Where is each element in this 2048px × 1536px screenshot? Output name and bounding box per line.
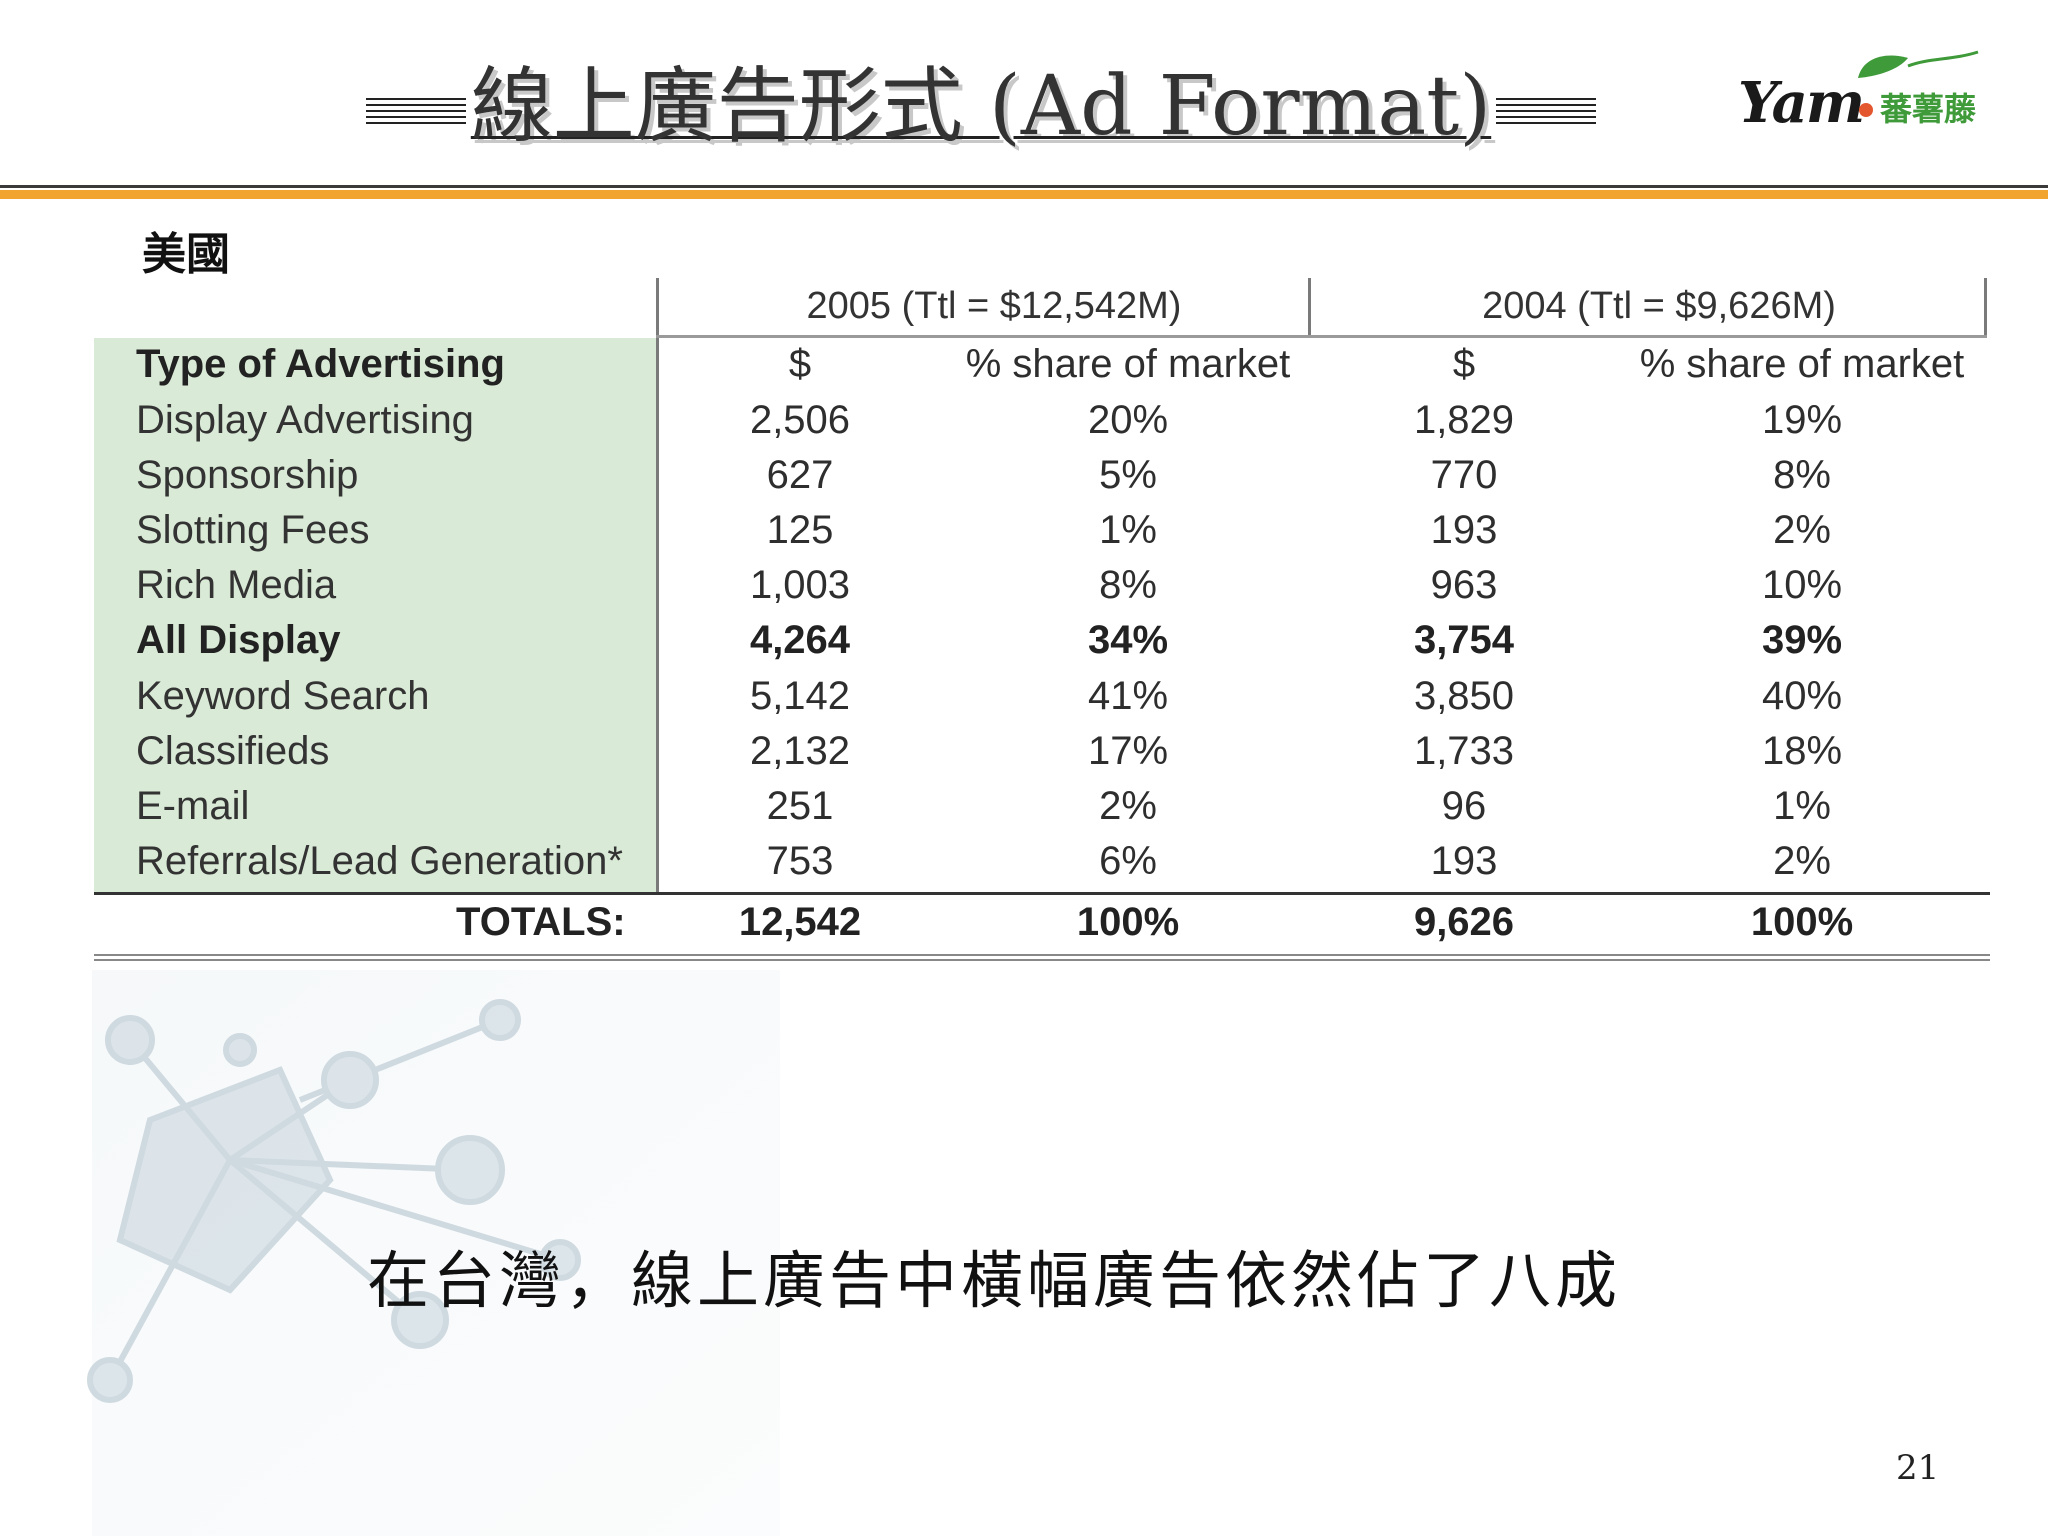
cell-2005-share: 20% [1087,398,1169,442]
total-2005-dollars: 12,542 [738,900,862,944]
yam-logo: Yam 蕃薯藤 [1738,48,1988,158]
col-header-2005-share: % share of market [965,342,1291,386]
row-label: Classifieds [136,729,330,773]
cell-2004-share: 2% [1773,508,1831,552]
divider-right-edge [1984,278,1987,338]
cell-2004-dollars: 3,850 [1413,674,1515,718]
cell-2004-dollars: 963 [1430,563,1498,607]
slide-title: 線上廣告形式 (Ad Format) [470,59,1492,154]
group-header-2004: 2004 (Ttl = $9,626M) [1482,285,1836,327]
divider-label-col [656,278,659,895]
row-label: All Display [136,618,341,662]
total-2005-share: 100% [1076,900,1180,944]
cell-2005-dollars: 1,003 [749,563,851,607]
cell-2005-dollars: 753 [766,839,834,883]
caption-text: 在台灣，線上廣告中橫幅廣告依然佔了八成 [366,1244,1621,1317]
cell-2005-dollars: 627 [766,453,834,497]
row-label: Keyword Search [136,674,430,718]
cell-2004-share: 39% [1761,618,1843,662]
cell-2005-dollars: 125 [766,508,834,552]
cell-2004-dollars: 96 [1441,784,1487,828]
title-decoration-lines [366,82,1596,140]
cell-2004-dollars: 193 [1430,508,1498,552]
logo-dot-icon [1859,103,1873,117]
cell-2004-share: 19% [1761,398,1843,442]
col-header-2004-dollars: $ [1452,342,1476,386]
row-label: Referrals/Lead Generation* [136,839,623,883]
cell-2005-share: 6% [1099,839,1157,883]
cell-2005-dollars: 251 [766,784,834,828]
page-number: 21 [1896,1448,1940,1488]
cell-2005-share: 2% [1099,784,1157,828]
row-label: Sponsorship [136,453,359,497]
total-2004-share: 100% [1750,900,1854,944]
row-label: Slotting Fees [136,508,370,552]
label-column-band [94,338,656,895]
cell-2004-dollars: 770 [1430,453,1498,497]
col-header-2004-share: % share of market [1639,342,1965,386]
totals-label: TOTALS: [456,900,626,944]
header-type-of-advertising: Type of Advertising [136,342,505,386]
cell-2005-share: 8% [1099,563,1157,607]
cell-2004-share: 40% [1761,674,1843,718]
cell-2004-dollars: 1,829 [1413,398,1515,442]
logo-wordmark: Yam [1738,70,1865,136]
totals-bottom-rule-2 [94,959,1990,961]
header-rule-accent [0,190,2048,199]
cell-2005-dollars: 4,264 [749,618,851,662]
group-header-2005: 2005 (Ttl = $12,542M) [806,285,1182,327]
cell-2004-share: 1% [1773,784,1831,828]
slide-caption: 在台灣，線上廣告中橫幅廣告依然佔了八成 [0,1230,2048,1320]
cell-2005-share: 41% [1087,674,1169,718]
logo-brand-cn: 蕃薯藤 [1880,90,1977,128]
cell-2004-share: 8% [1773,453,1831,497]
cell-2005-share: 34% [1087,618,1169,662]
cell-2005-dollars: 2,506 [749,398,851,442]
cell-2005-dollars: 2,132 [749,729,851,773]
cell-2005-share: 5% [1099,453,1157,497]
totals-top-rule [94,892,1990,895]
cell-2005-share: 1% [1099,508,1157,552]
col-header-2005-dollars: $ [788,342,812,386]
divider-year-groups [1308,278,1311,338]
ad-format-table: 2005 (Ttl = $12,542M) 2004 (Ttl = $9,626… [94,278,1990,962]
row-label: Display Advertising [136,398,474,442]
cell-2005-dollars: 5,142 [749,674,851,718]
row-label: E-mail [136,784,250,828]
cell-2005-share: 17% [1087,729,1169,773]
total-2004-dollars: 9,626 [1413,900,1515,944]
cell-2004-dollars: 1,733 [1413,729,1515,773]
cell-2004-share: 18% [1761,729,1843,773]
cell-2004-share: 2% [1773,839,1831,883]
totals-bottom-rule-1 [94,954,1990,956]
slide-title-area: 線上廣告形式 (Ad Format) [366,52,1596,162]
region-label: 美國 [142,229,230,280]
leaf-icon [1858,50,1979,78]
network-background-graphic [87,970,780,1536]
cell-2004-dollars: 3,754 [1413,618,1515,662]
cell-2004-share: 10% [1761,563,1843,607]
group-header-rule [656,335,1987,338]
row-label: Rich Media [136,563,337,607]
header-rule-dark [0,185,2048,188]
cell-2004-dollars: 193 [1430,839,1498,883]
